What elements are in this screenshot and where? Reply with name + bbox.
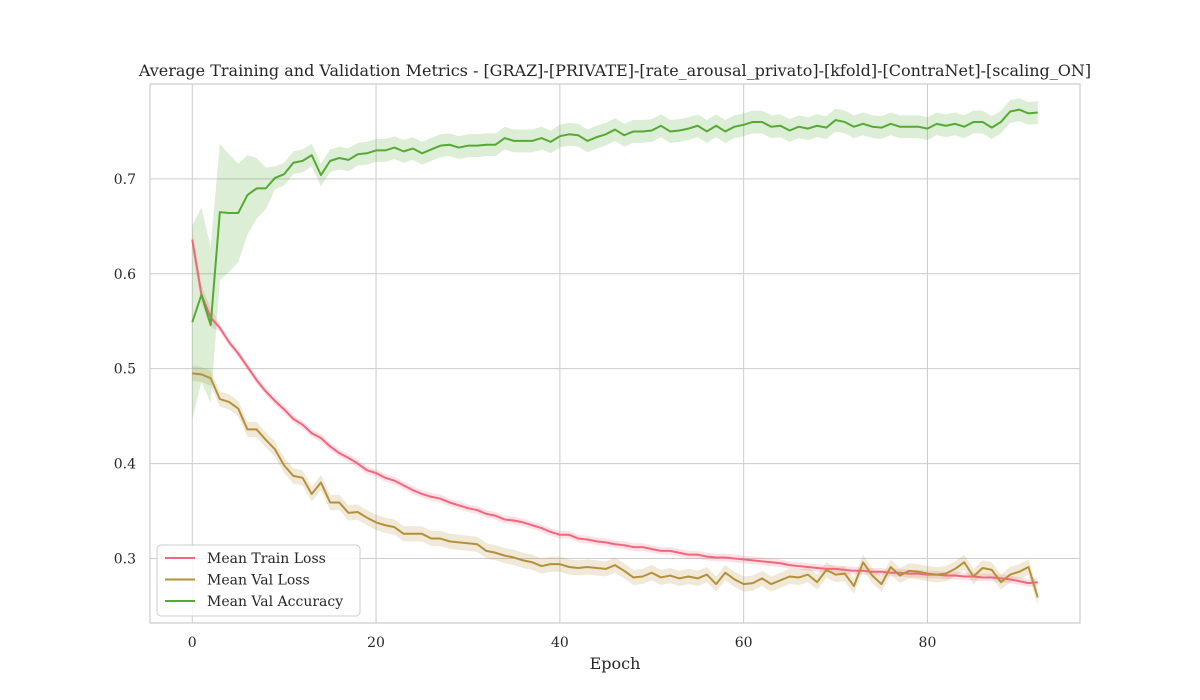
y-tick-label: 0.3	[114, 551, 136, 567]
confidence-bands	[192, 98, 1038, 605]
y-tick-label: 0.4	[114, 457, 136, 473]
tick-labels: 0 20 40 60 80 0.3 0.4 0.5 0.6 0.7	[114, 172, 937, 651]
chart-title: Average Training and Validation Metrics …	[138, 61, 1091, 80]
series-line	[192, 372, 1039, 598]
y-tick-label: 0.7	[114, 172, 136, 188]
legend-box	[156, 544, 361, 617]
legend-label: Mean Val Loss	[207, 573, 310, 589]
x-tick-label: 40	[551, 635, 569, 651]
x-tick-label: 20	[367, 635, 385, 651]
legend: Mean Train Loss Mean Val Loss Mean Val Acc…	[156, 544, 361, 617]
legend-label: Mean Val Accuracy	[207, 594, 343, 610]
y-tick-label: 0.5	[114, 362, 136, 378]
grid-lines	[150, 84, 1080, 623]
x-tick-label: 60	[735, 635, 753, 651]
legend-label: Mean Train Loss	[207, 551, 326, 567]
x-tick-label: 80	[919, 635, 937, 651]
series-lines	[191, 108, 1039, 598]
x-axis-label: Epoch	[590, 654, 641, 673]
plot-area	[149, 83, 1081, 624]
legend-items: Mean Train Loss Mean Val Loss Mean Val Acc…	[165, 551, 343, 610]
confidence-band	[192, 98, 1038, 419]
series-line	[191, 108, 1038, 327]
x-tick-label: 0	[188, 635, 197, 651]
y-tick-label: 0.6	[114, 267, 136, 283]
